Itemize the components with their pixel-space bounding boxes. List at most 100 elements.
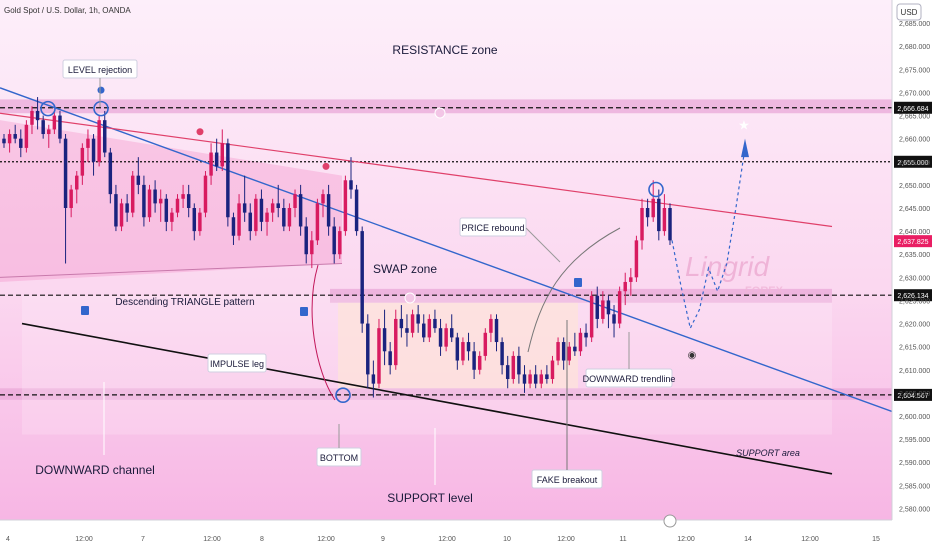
rebound-arc bbox=[527, 227, 621, 353]
candle-body bbox=[427, 318, 432, 338]
currency-button[interactable] bbox=[896, 3, 922, 21]
candle-body bbox=[119, 203, 124, 227]
candle-body bbox=[293, 194, 297, 208]
candle-body bbox=[282, 208, 286, 227]
candle-body bbox=[606, 300, 611, 315]
candle-body bbox=[287, 208, 292, 227]
candle-body bbox=[433, 318, 437, 329]
candle-body bbox=[662, 208, 667, 232]
y-tick-label: 2,645.000 bbox=[899, 206, 930, 213]
candle-body bbox=[304, 226, 308, 255]
y-tick-label: 2,600.000 bbox=[899, 414, 930, 421]
zone-resistance bbox=[0, 99, 892, 114]
y-tick-label: 2,665.000 bbox=[899, 114, 930, 121]
top-dot-icon bbox=[196, 128, 204, 136]
candle-body bbox=[550, 360, 555, 380]
descending-triangle-label: Descending TRIANGLE pattern bbox=[115, 297, 254, 308]
candle-body bbox=[539, 374, 544, 384]
candle-body bbox=[489, 318, 493, 333]
candle-body bbox=[298, 194, 303, 227]
candle-body bbox=[198, 212, 202, 232]
level-tag-text-1: 2,655.000 bbox=[897, 160, 928, 167]
lingrid-logo-word: Lingrid bbox=[685, 251, 770, 282]
swap-zone-label: SWAP zone bbox=[373, 262, 437, 276]
y-tick-label: 2,615.000 bbox=[899, 345, 930, 352]
candle-body bbox=[265, 212, 269, 222]
candle-body bbox=[41, 120, 45, 135]
x-tick-label: 11 bbox=[619, 536, 626, 543]
candle-body bbox=[410, 314, 415, 333]
candle-body bbox=[657, 198, 661, 232]
impulse-leg-label: IMPULSE leg bbox=[210, 359, 264, 369]
candle-body bbox=[612, 314, 616, 324]
candle-body bbox=[2, 138, 6, 144]
candle-body bbox=[203, 175, 208, 213]
candle-body bbox=[438, 328, 443, 347]
candle-body bbox=[494, 318, 499, 343]
candle-body bbox=[466, 342, 471, 352]
candle-body bbox=[545, 374, 549, 380]
dividend-marker-icon bbox=[404, 292, 416, 304]
candle-body bbox=[242, 203, 247, 213]
candle-body bbox=[47, 129, 51, 135]
annotations-layer: RESISTANCE zone LEVEL rejection Descendi… bbox=[35, 43, 800, 505]
x-tick-label: 14 bbox=[744, 536, 752, 543]
candle-body bbox=[259, 198, 264, 222]
x-tick-label: 9 bbox=[381, 536, 385, 543]
candle-body bbox=[394, 318, 398, 366]
candle-body bbox=[186, 194, 191, 208]
candle-body bbox=[19, 138, 23, 148]
candle-body bbox=[595, 295, 599, 319]
time-axis-background bbox=[0, 520, 892, 550]
candle-body bbox=[399, 318, 404, 329]
level-tag-3 bbox=[894, 388, 932, 401]
time-axis[interactable]: 4 12:00 7 12:00 8 12:00 9 12:00 10 12:00 11 12:00 14… bbox=[0, 514, 892, 550]
candle-body bbox=[86, 138, 90, 148]
candle-body bbox=[130, 175, 135, 213]
candle-body bbox=[500, 342, 504, 366]
y-tick-label: 2,630.000 bbox=[899, 275, 930, 282]
support-area-label: SUPPORT area bbox=[736, 448, 800, 458]
candle-body bbox=[449, 328, 454, 338]
candle-body bbox=[461, 342, 465, 361]
x-tick-label: 10 bbox=[503, 536, 511, 543]
candle-body bbox=[270, 203, 275, 213]
candle-body bbox=[276, 203, 280, 208]
candle-body bbox=[405, 328, 409, 333]
candle-body bbox=[153, 189, 157, 204]
event-marker-icon bbox=[300, 307, 308, 316]
candle-body bbox=[231, 217, 236, 236]
candle-body bbox=[567, 346, 571, 361]
downward-channel-label: DOWNWARD channel bbox=[35, 463, 155, 477]
candle-body bbox=[422, 323, 426, 338]
y-tick-label: 2,650.000 bbox=[899, 183, 930, 190]
resistance-zone-label: RESISTANCE zone bbox=[392, 43, 497, 57]
candle-body bbox=[388, 351, 392, 366]
candle-body bbox=[136, 175, 141, 185]
candle-body bbox=[142, 184, 146, 218]
y-tick-label: 2,595.000 bbox=[899, 437, 930, 444]
price-axis[interactable]: USD 2,666.684 2,655.000 2,626.134 2,604.567… bbox=[891, 0, 932, 550]
level-tag-text-3: 2,604.567 bbox=[897, 393, 928, 400]
candle-body bbox=[578, 332, 583, 352]
candle-body bbox=[315, 203, 320, 241]
red-trendline bbox=[0, 112, 833, 228]
level-tag-1 bbox=[894, 155, 932, 168]
candle-body bbox=[24, 124, 29, 148]
level-tag-0 bbox=[894, 101, 932, 114]
channel-bottom-line bbox=[21, 322, 833, 475]
candle-body bbox=[589, 295, 594, 338]
x-tick-label: 12:00 bbox=[677, 536, 695, 543]
top-dot-icon bbox=[322, 162, 330, 170]
lingrid-logo-sub: FOREX bbox=[745, 285, 784, 297]
candle-body bbox=[97, 120, 101, 162]
touch-circle-icon bbox=[40, 100, 56, 117]
triangle-bottom-line bbox=[0, 262, 343, 278]
x-tick-label: 12:00 bbox=[203, 536, 221, 543]
candle-body bbox=[601, 300, 605, 319]
y-tick-label: 2,585.000 bbox=[899, 483, 930, 490]
candle-body bbox=[629, 277, 633, 282]
candle-body bbox=[69, 189, 73, 208]
candle-body bbox=[164, 198, 169, 222]
